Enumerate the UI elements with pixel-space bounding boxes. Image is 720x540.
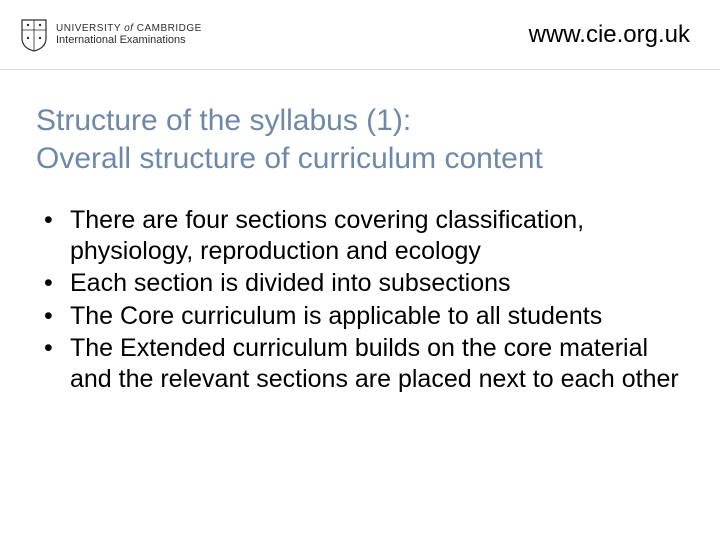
slide-content: Structure of the syllabus (1): Overall s… (0, 70, 720, 394)
cambridge-crest-icon (20, 18, 48, 52)
logo-block: UNIVERSITY of CAMBRIDGE International Ex… (20, 18, 202, 52)
bullet-list: There are four sections covering classif… (36, 205, 684, 394)
slide-header: UNIVERSITY of CAMBRIDGE International Ex… (0, 0, 720, 70)
logo-cambridge: CAMBRIDGE (137, 23, 202, 34)
logo-text: UNIVERSITY of CAMBRIDGE International Ex… (56, 23, 202, 46)
list-item: Each section is divided into subsections (36, 268, 684, 299)
title-line2: Overall structure of curriculum content (36, 142, 543, 175)
list-item: The Extended curriculum builds on the co… (36, 333, 684, 394)
logo-line1: UNIVERSITY of CAMBRIDGE (56, 23, 202, 34)
title-line1: Structure of the syllabus (1): (36, 104, 411, 137)
logo-of: of (124, 23, 133, 34)
list-item: There are four sections covering classif… (36, 205, 684, 266)
logo-line2: International Examinations (56, 34, 202, 46)
header-url: www.cie.org.uk (529, 21, 690, 49)
slide-title: Structure of the syllabus (1): Overall s… (36, 102, 684, 177)
list-item: The Core curriculum is applicable to all… (36, 301, 684, 332)
logo-university: UNIVERSITY (56, 23, 121, 34)
